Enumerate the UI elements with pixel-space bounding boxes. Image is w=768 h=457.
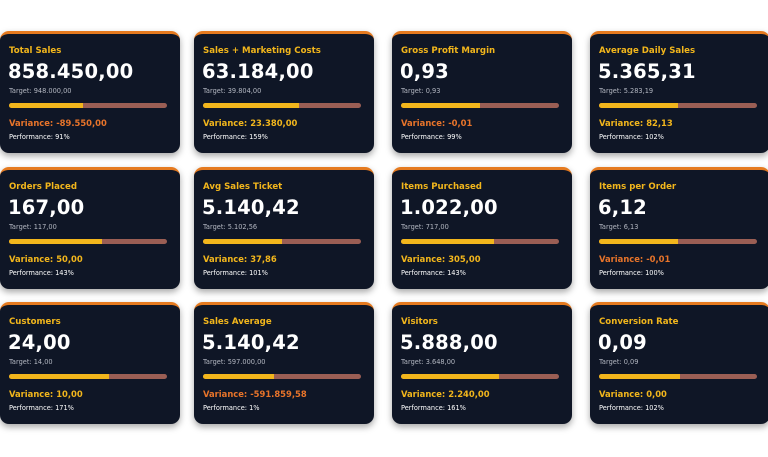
performance-bar	[401, 103, 559, 108]
kpi-card[interactable]: Conversion Rate 0,09 Target: 0,09 Variance:…	[590, 302, 768, 424]
kpi-target: Target: 3.648,00	[401, 358, 456, 366]
kpi-title: Sales Average	[203, 317, 272, 327]
kpi-variance: Variance: 10,00	[9, 389, 83, 399]
kpi-card[interactable]: Orders Placed 167,00 Target: 117,00 Varianc…	[0, 167, 180, 289]
kpi-performance: Performance: 102%	[599, 133, 664, 141]
kpi-title: Items per Order	[599, 182, 677, 192]
performance-bar	[9, 374, 167, 379]
kpi-performance: Performance: 1%	[203, 404, 260, 412]
kpi-variance: Variance: 305,00	[401, 254, 481, 264]
kpi-performance: Performance: 143%	[9, 269, 74, 277]
kpi-target: Target: 597.000,00	[203, 358, 266, 366]
kpi-title: Conversion Rate	[599, 317, 679, 327]
performance-bar-fill	[9, 374, 109, 379]
performance-bar	[203, 374, 361, 379]
kpi-card[interactable]: Items per Order 6,12 Target: 6,13 Variance:…	[590, 167, 768, 289]
kpi-value: 5.365,31	[598, 60, 696, 83]
performance-bar-fill	[203, 239, 282, 244]
kpi-value: 5.140,42	[202, 196, 300, 219]
kpi-performance: Performance: 102%	[599, 404, 664, 412]
kpi-target: Target: 5.283,19	[599, 87, 654, 95]
kpi-performance: Performance: 101%	[203, 269, 268, 277]
kpi-card[interactable]: Average Daily Sales 5.365,31 Target: 5.283…	[590, 31, 768, 153]
performance-bar-fill	[599, 239, 678, 244]
kpi-target: Target: 39.804,00	[203, 87, 262, 95]
kpi-value: 0,09	[598, 331, 647, 354]
kpi-variance: Variance: 50,00	[9, 254, 83, 264]
kpi-card[interactable]: Total Sales 858.450,00 Target: 948.000,00 V…	[0, 31, 180, 153]
kpi-value: 5.140,42	[202, 331, 300, 354]
performance-bar-fill	[401, 103, 480, 108]
kpi-performance: Performance: 143%	[401, 269, 466, 277]
kpi-value: 167,00	[8, 196, 85, 219]
kpi-target: Target: 0,93	[401, 87, 441, 95]
kpi-value: 24,00	[8, 331, 71, 354]
kpi-card[interactable]: Gross Profit Margin 0,93 Target: 0,93 Varia…	[392, 31, 572, 153]
kpi-variance: Variance: 23.380,00	[203, 118, 298, 128]
performance-bar-fill	[203, 374, 274, 379]
kpi-title: Sales + Marketing Costs	[203, 46, 321, 56]
kpi-card[interactable]: Visitors 5.888,00 Target: 3.648,00 Variance…	[392, 302, 572, 424]
performance-bar-fill	[9, 239, 102, 244]
kpi-title: Visitors	[401, 317, 438, 327]
kpi-target: Target: 0,09	[599, 358, 639, 366]
performance-bar	[599, 239, 757, 244]
kpi-variance: Variance: 82,13	[599, 118, 673, 128]
performance-bar-fill	[401, 239, 494, 244]
kpi-variance: Variance: 37,86	[203, 254, 277, 264]
kpi-target: Target: 6,13	[599, 223, 639, 231]
kpi-performance: Performance: 91%	[9, 133, 70, 141]
kpi-value: 0,93	[400, 60, 449, 83]
kpi-target: Target: 117,00	[9, 223, 57, 231]
performance-bar	[599, 374, 757, 379]
kpi-variance: Variance: -591.859,58	[203, 389, 307, 399]
performance-bar-fill	[599, 103, 678, 108]
performance-bar	[203, 239, 361, 244]
kpi-title: Average Daily Sales	[599, 46, 696, 56]
kpi-card[interactable]: Sales Average 5.140,42 Target: 597.000,00 V…	[194, 302, 374, 424]
kpi-performance: Performance: 171%	[9, 404, 74, 412]
kpi-performance: Performance: 161%	[401, 404, 466, 412]
performance-bar-fill	[599, 374, 680, 379]
kpi-value: 63.184,00	[202, 60, 314, 83]
kpi-value: 5.888,00	[400, 331, 498, 354]
kpi-title: Total Sales	[9, 46, 62, 56]
kpi-target: Target: 5.102,56	[203, 223, 258, 231]
kpi-target: Target: 717,00	[401, 223, 449, 231]
performance-bar	[401, 374, 559, 379]
kpi-target: Target: 14,00	[9, 358, 53, 366]
kpi-variance: Variance: 0,00	[599, 389, 667, 399]
kpi-performance: Performance: 159%	[203, 133, 268, 141]
kpi-title: Items Purchased	[401, 182, 482, 192]
kpi-title: Customers	[9, 317, 61, 327]
kpi-title: Avg Sales Ticket	[203, 182, 283, 192]
performance-bar	[203, 103, 361, 108]
performance-bar-fill	[9, 103, 83, 108]
kpi-target: Target: 948.000,00	[9, 87, 72, 95]
performance-bar	[9, 239, 167, 244]
kpi-card[interactable]: Customers 24,00 Target: 14,00 Variance: 10,…	[0, 302, 180, 424]
kpi-title: Orders Placed	[9, 182, 77, 192]
kpi-variance: Variance: -0,01	[401, 118, 473, 128]
performance-bar-fill	[401, 374, 499, 379]
performance-bar	[9, 103, 167, 108]
kpi-value: 6,12	[598, 196, 647, 219]
kpi-performance: Performance: 100%	[599, 269, 664, 277]
kpi-card[interactable]: Items Purchased 1.022,00 Target: 717,00 Var…	[392, 167, 572, 289]
kpi-value: 858.450,00	[8, 60, 134, 83]
kpi-value: 1.022,00	[400, 196, 498, 219]
performance-bar	[599, 103, 757, 108]
kpi-card[interactable]: Avg Sales Ticket 5.140,42 Target: 5.102,56…	[194, 167, 374, 289]
kpi-variance: Variance: -89.550,00	[9, 118, 107, 128]
performance-bar	[401, 239, 559, 244]
kpi-title: Gross Profit Margin	[401, 46, 496, 56]
kpi-performance: Performance: 99%	[401, 133, 462, 141]
kpi-variance: Variance: 2.240,00	[401, 389, 490, 399]
performance-bar-fill	[203, 103, 299, 108]
kpi-card[interactable]: Sales + Marketing Costs 63.184,00 Target: …	[194, 31, 374, 153]
kpi-variance: Variance: -0,01	[599, 254, 671, 264]
